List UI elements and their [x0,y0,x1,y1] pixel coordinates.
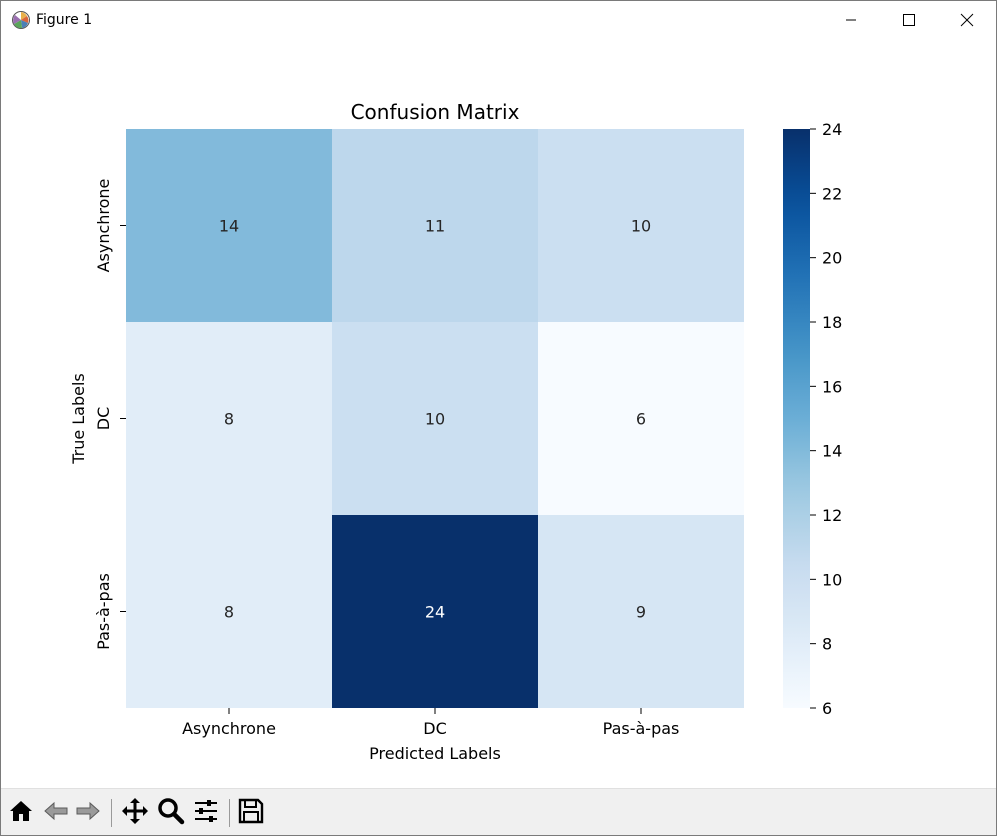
cell-value: 8 [224,603,234,622]
home-icon [8,798,34,828]
x-tick-label: Asynchrone [182,719,276,738]
close-button[interactable] [938,1,996,39]
cell-value: 6 [636,410,646,429]
colorbar-tick-label: 10 [822,570,842,589]
minimize-icon [845,14,857,26]
toolbar-separator [229,799,230,827]
heatmap-cell [538,322,744,515]
close-icon [960,13,974,27]
zoom-icon [157,797,185,829]
colorbar-tick-label: 20 [822,249,842,268]
colorbar-tick-label: 22 [822,184,842,203]
configure-subplots-icon [192,797,220,829]
heatmap-cell [332,322,538,515]
cell-value: 10 [631,217,651,236]
figure-canvas[interactable]: Confusion Matrix 14 11 10 8 10 6 8 24 9 Asynchrone… [1,39,996,787]
chart-title: Confusion Matrix [351,100,520,124]
minimize-button[interactable] [822,1,880,39]
forward-button[interactable] [71,795,105,831]
heatmap-cell [126,322,332,515]
cell-value: 10 [425,410,445,429]
x-tick-label: Pas-à-pas [603,719,680,738]
cell-value: 8 [224,410,234,429]
y-tick-label: Pas-à-pas [94,573,113,650]
colorbar-tick-label: 6 [822,699,832,718]
home-button[interactable] [4,795,38,831]
pan-button[interactable] [118,795,152,831]
cell-value: 24 [425,603,445,622]
y-axis-label: True Labels [69,373,88,465]
confusion-matrix-chart: Confusion Matrix 14 11 10 8 10 6 8 24 9 Asynchrone… [69,100,842,763]
colorbar-tick-label: 18 [822,313,842,332]
heatmap-cell [538,129,744,322]
zoom-button[interactable] [154,795,188,831]
heatmap-cell [126,515,332,708]
colorbar-tick-label: 12 [822,506,842,525]
cell-value: 11 [425,217,445,236]
maximize-icon [903,14,915,26]
configure-subplots-button[interactable] [189,795,223,831]
navigation-toolbar [1,788,996,835]
save-icon [238,798,264,828]
heatmap-cell [538,515,744,708]
x-axis-label: Predicted Labels [369,744,501,763]
toolbar-separator [111,799,112,827]
back-icon [42,798,70,828]
forward-icon [74,798,102,828]
colorbar-tick-label: 24 [822,120,842,139]
colorbar-tick-label: 16 [822,377,842,396]
maximize-button[interactable] [880,1,938,39]
y-tick-label: Asynchrone [94,179,113,273]
back-button[interactable] [39,795,73,831]
heatmap-cell [126,129,332,322]
colorbar-tick-label: 14 [822,442,842,461]
cell-value: 9 [636,603,646,622]
y-tick-label: DC [94,407,113,431]
matplotlib-icon [11,10,31,30]
colorbar-tick-label: 8 [822,635,832,654]
window-title: Figure 1 [36,12,93,28]
save-button[interactable] [234,795,268,831]
x-tick-label: DC [423,719,447,738]
heatmap-cell [332,129,538,322]
title-bar[interactable]: Figure 1 [1,1,996,39]
cell-value: 14 [219,217,239,236]
pan-icon [121,797,149,829]
heatmap-cell [332,515,538,708]
colorbar [783,129,810,708]
